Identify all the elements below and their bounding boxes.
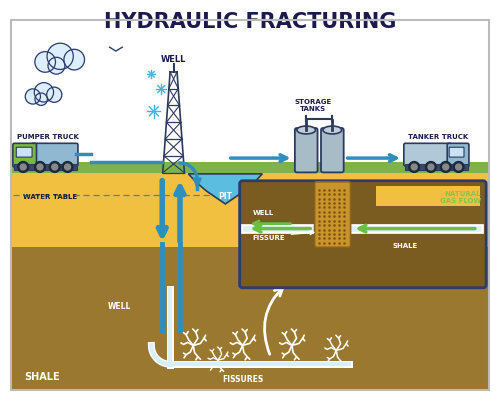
FancyBboxPatch shape [11, 162, 489, 173]
Circle shape [409, 162, 420, 172]
FancyBboxPatch shape [447, 143, 469, 167]
Polygon shape [188, 174, 262, 204]
Text: SHALE: SHALE [392, 243, 418, 249]
FancyBboxPatch shape [295, 128, 318, 172]
Circle shape [35, 52, 56, 72]
Text: PUMPER TRUCK: PUMPER TRUCK [17, 134, 79, 140]
Text: NATURAL
GAS FLOW: NATURAL GAS FLOW [440, 191, 481, 204]
Text: PIT: PIT [218, 192, 232, 200]
Text: SHALE: SHALE [24, 372, 60, 382]
Circle shape [443, 164, 448, 170]
Circle shape [46, 87, 62, 102]
FancyBboxPatch shape [32, 143, 78, 166]
FancyBboxPatch shape [449, 147, 464, 157]
FancyBboxPatch shape [314, 182, 350, 247]
Circle shape [453, 162, 464, 172]
Ellipse shape [297, 126, 316, 134]
Circle shape [64, 164, 70, 170]
Circle shape [20, 164, 26, 170]
FancyBboxPatch shape [11, 247, 489, 390]
Text: STORAGE
TANKS: STORAGE TANKS [294, 99, 332, 112]
FancyBboxPatch shape [16, 147, 32, 157]
Text: HYDRAULIC FRACTURING: HYDRAULIC FRACTURING [104, 12, 396, 32]
Ellipse shape [323, 126, 342, 134]
Circle shape [456, 164, 462, 170]
Circle shape [426, 162, 436, 172]
Text: FISSURE: FISSURE [252, 236, 285, 242]
FancyBboxPatch shape [406, 164, 468, 170]
Circle shape [411, 164, 417, 170]
Circle shape [34, 162, 46, 172]
Circle shape [47, 43, 74, 70]
Circle shape [37, 164, 43, 170]
FancyBboxPatch shape [13, 143, 36, 167]
FancyBboxPatch shape [14, 164, 78, 170]
Circle shape [62, 162, 73, 172]
Circle shape [64, 49, 84, 70]
FancyBboxPatch shape [11, 173, 489, 247]
Circle shape [48, 57, 65, 74]
Text: WELL: WELL [161, 56, 186, 64]
Circle shape [18, 162, 28, 172]
Circle shape [26, 89, 40, 104]
Circle shape [428, 164, 434, 170]
Circle shape [50, 162, 60, 172]
FancyBboxPatch shape [404, 143, 451, 166]
Text: WELL: WELL [252, 210, 274, 216]
FancyBboxPatch shape [321, 128, 344, 172]
Text: TANKER TRUCK: TANKER TRUCK [408, 134, 469, 140]
Text: FISSURES: FISSURES [222, 376, 263, 384]
Text: WATER TABLE: WATER TABLE [23, 194, 78, 200]
FancyBboxPatch shape [240, 181, 486, 288]
Circle shape [35, 93, 48, 106]
Circle shape [34, 83, 54, 102]
Text: WELL: WELL [108, 302, 131, 310]
FancyBboxPatch shape [376, 186, 480, 206]
Circle shape [440, 162, 451, 172]
Circle shape [52, 164, 58, 170]
